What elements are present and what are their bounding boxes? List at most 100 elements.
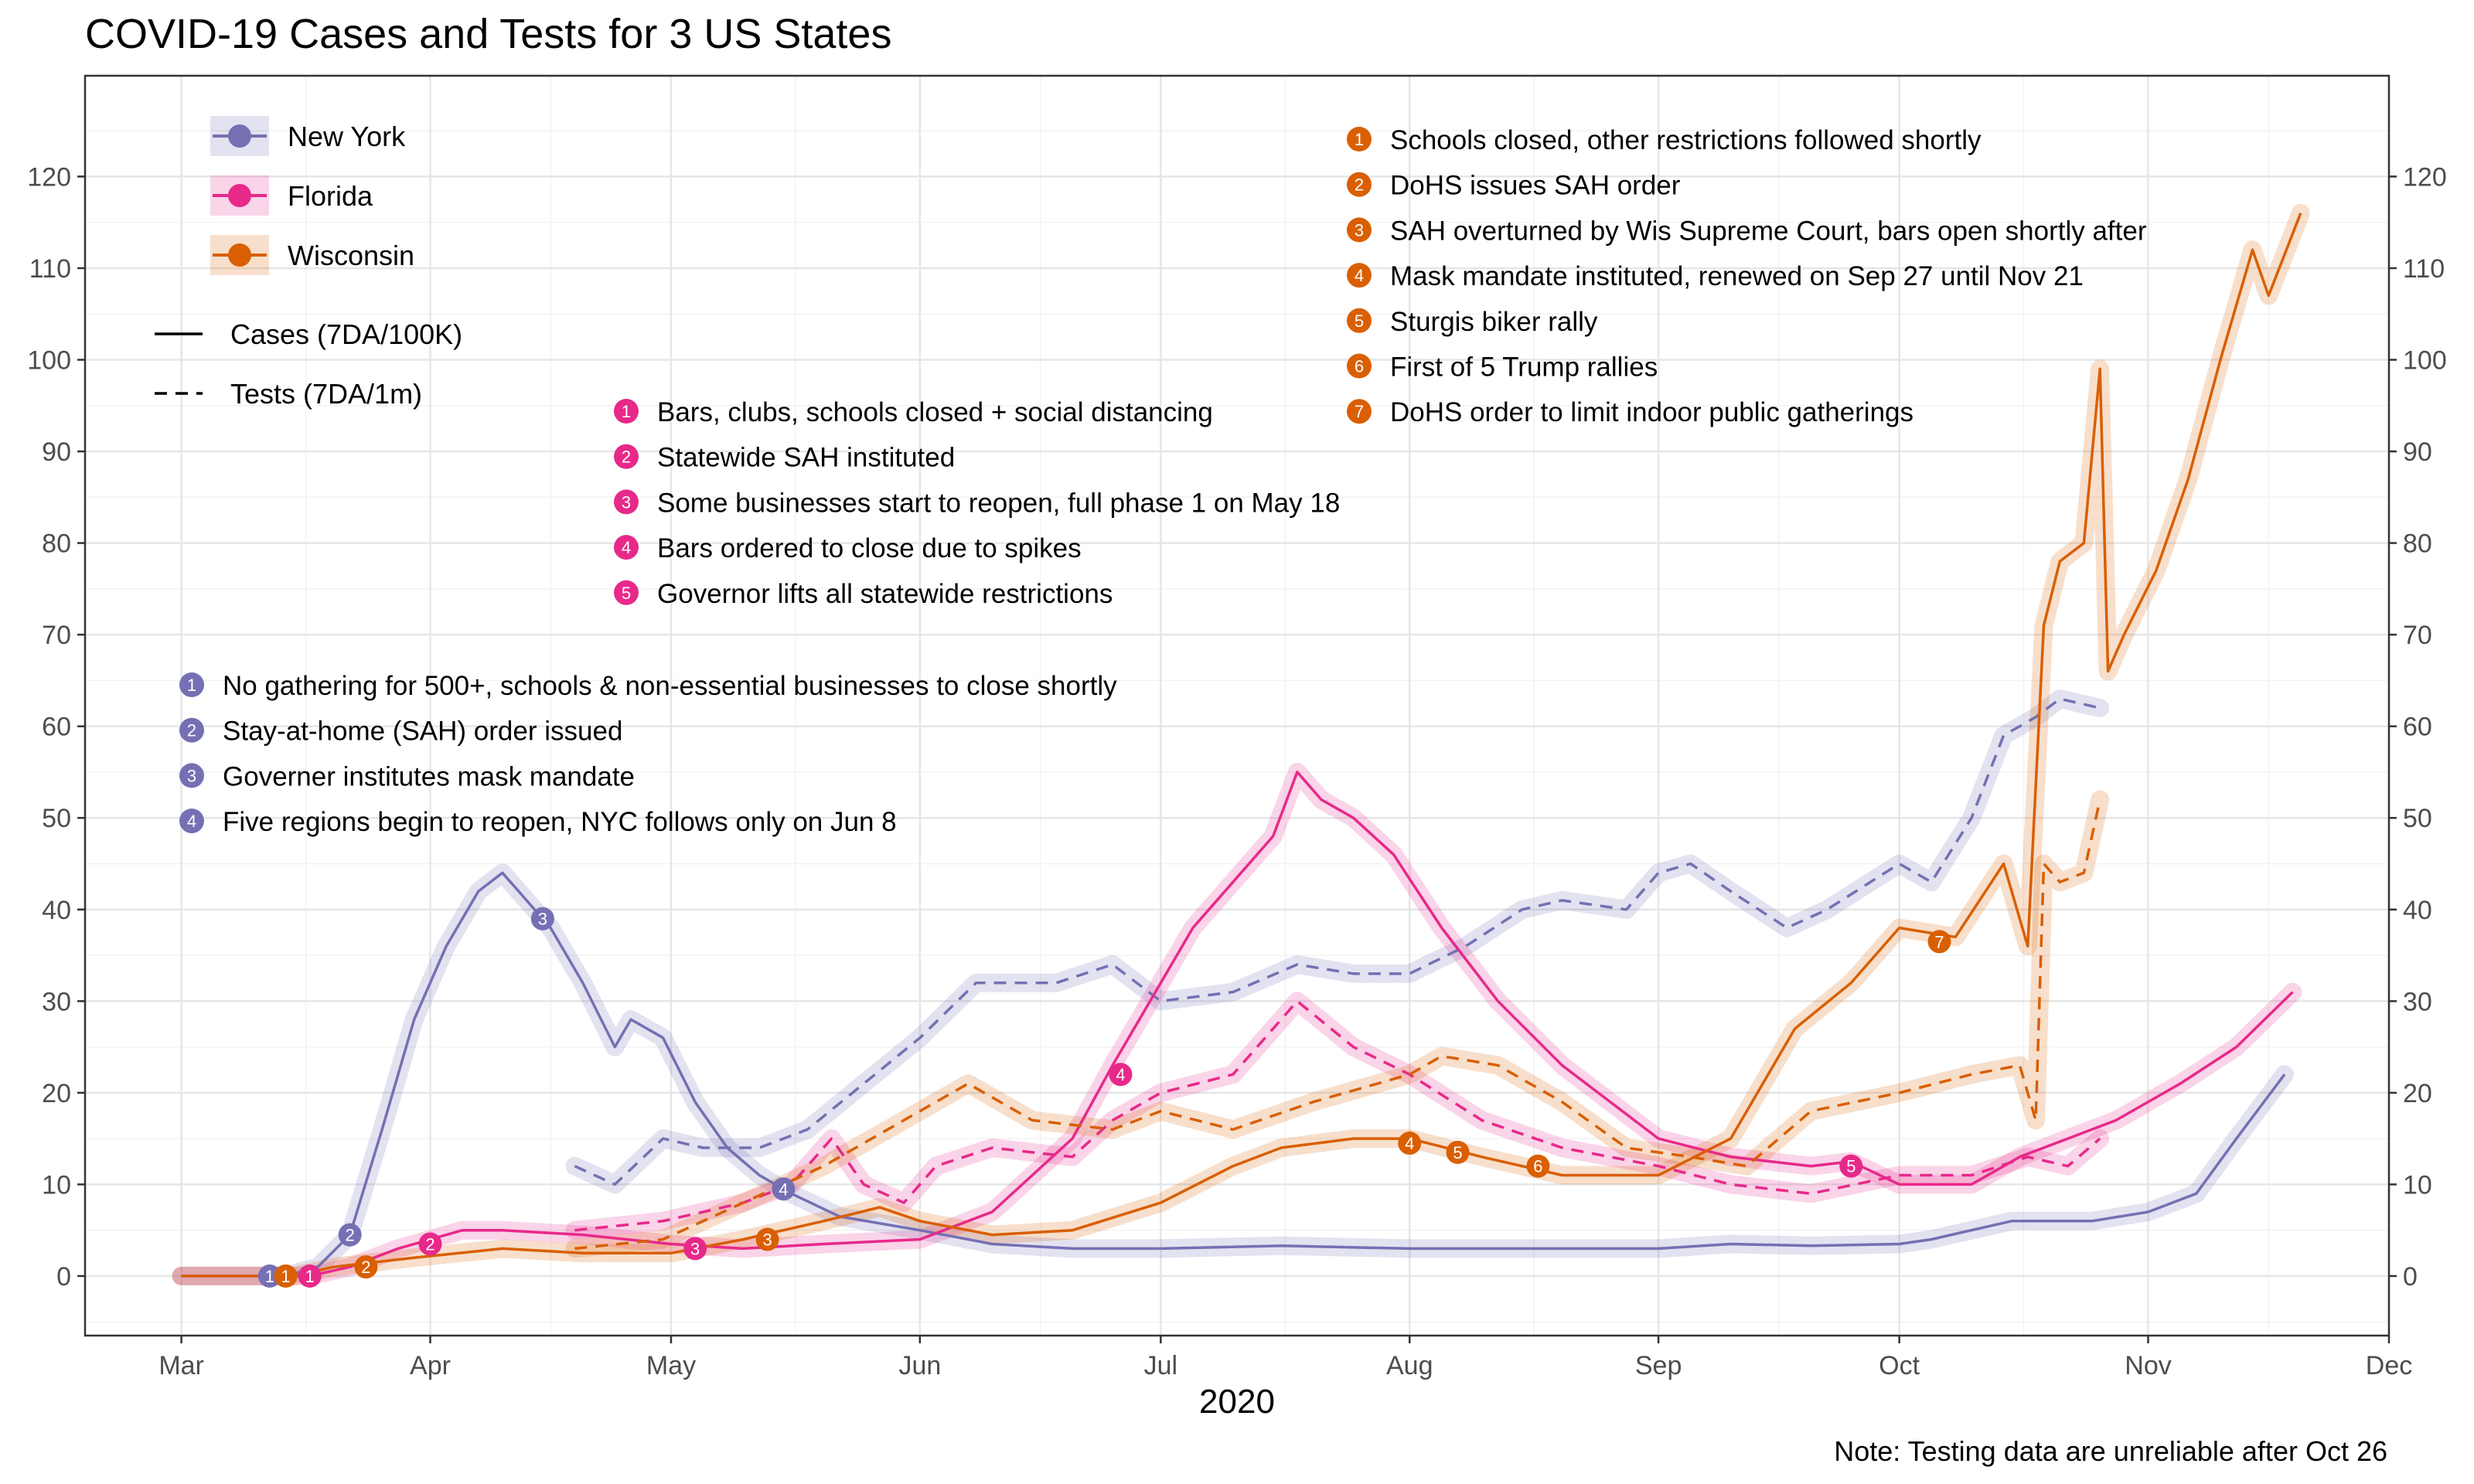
florida-event-marker-3: [683, 1237, 707, 1261]
y-tick-label-left: 50: [42, 804, 71, 833]
wisconsin-event-marker-number-7: 7: [1934, 932, 1944, 951]
florida-event-legend-dot-5: [614, 580, 639, 605]
wisconsin-event-legend-text-7: DoHS order to limit indoor public gather…: [1390, 397, 1913, 427]
y-tick-label-right: 10: [2403, 1170, 2432, 1200]
legend-dot-wisconsin: [228, 243, 251, 267]
florida-event-legend-dot-4: [614, 535, 639, 560]
chart-title: COVID-19 Cases and Tests for 3 US States: [85, 11, 891, 57]
y-tick-label-right: 110: [2403, 254, 2445, 284]
event-markers: 1 2 3 4 1 2 3 4 5 1 2 3 4 5 6 7: [257, 907, 1951, 1288]
florida-event-legend-number-4: 4: [622, 538, 631, 557]
wisconsin-event-legend-number-3: 3: [1355, 220, 1364, 240]
florida-cases-line: [181, 771, 2294, 1278]
wisconsin-event-marker-number-2: 2: [361, 1258, 370, 1277]
florida-event-legend-number-5: 5: [622, 584, 631, 603]
new-york-event-legend-dot-2: [179, 717, 204, 743]
florida-event-legend-dot-2: [614, 444, 639, 469]
florida-event-legend-dot-3: [614, 489, 639, 515]
y-tick-label-right: 60: [2403, 713, 2432, 742]
new-york-event-legend-text-1: No gathering for 500+, schools & non-ess…: [223, 671, 1117, 701]
wisconsin-event-legend-text-5: Sturgis biker rally: [1390, 307, 1598, 337]
x-tick-label: Apr: [410, 1351, 451, 1380]
new-york-event-legend-text-2: Stay-at-home (SAH) order issued: [223, 716, 622, 747]
florida-event-marker-number-5: 5: [1846, 1157, 1855, 1176]
new-york-event-legend-number-3: 3: [187, 766, 196, 785]
new-york-event-legend-number-4: 4: [187, 812, 196, 831]
wisconsin-event-legend-dot-7: [1347, 399, 1372, 424]
new-york-event-marker-number-1: 1: [265, 1267, 274, 1286]
y-tick-label-right: 40: [2403, 896, 2432, 925]
legend-dot-new-york: [228, 124, 251, 148]
new-york-event-marker-number-4: 4: [779, 1179, 788, 1199]
plot-panel-border: [83, 74, 2391, 1337]
wisconsin-event-legend-number-6: 6: [1355, 357, 1364, 376]
wisconsin-tests-line: [574, 799, 2101, 1251]
wisconsin-event-marker-6: [1526, 1154, 1550, 1178]
y-tick-label-right: 0: [2403, 1262, 2418, 1292]
wisconsin-event-legend-text-1: Schools closed, other restrictions follo…: [1390, 125, 1982, 155]
new-york-event-legend-text-4: Five regions begin to reopen, NYC follow…: [223, 807, 897, 837]
y-tick-label-left: 100: [27, 345, 71, 375]
y-tick-label-left: 120: [27, 162, 71, 192]
wisconsin-event-marker-number-4: 4: [1405, 1134, 1414, 1153]
new-york-event-legend-number-1: 1: [187, 676, 196, 695]
y-tick-label-left: 40: [42, 896, 71, 925]
wisconsin-event-legend-number-4: 4: [1355, 266, 1364, 285]
grid: [85, 76, 2391, 1336]
y-tick-label-right: 90: [2403, 437, 2432, 467]
florida-event-legend-text-4: Bars ordered to close due to spikes: [657, 533, 1082, 563]
wisconsin-event-legend-dot-2: [1347, 172, 1372, 197]
x-axis-label: 2020: [1199, 1383, 1275, 1421]
florida-event-legend-number-1: 1: [622, 402, 631, 421]
y-tick-label-left: 20: [42, 1079, 71, 1108]
new-york-event-legend-dot-3: [179, 763, 204, 788]
y-tick-label-left: 0: [56, 1262, 71, 1292]
legend-states: New York Florida Wisconsin: [210, 116, 414, 275]
florida-event-legend-text-1: Bars, clubs, schools closed + social dis…: [657, 397, 1213, 427]
new-york-event-marker-number-3: 3: [538, 910, 547, 929]
wisconsin-event-legend-text-3: SAH overturned by Wis Supreme Court, bar…: [1390, 216, 2147, 246]
florida-event-marker-number-3: 3: [690, 1239, 700, 1258]
wisconsin-event-legend-number-5: 5: [1355, 311, 1364, 331]
wisconsin-event-marker-2: [354, 1255, 378, 1279]
y-tick-label-right: 120: [2403, 162, 2447, 192]
x-tick-label: Mar: [158, 1351, 204, 1380]
new-york-event-legend-dot-1: [179, 672, 204, 697]
plot-panel: [85, 76, 2389, 1336]
new-york-event-legend-text-3: Governer institutes mask mandate: [223, 761, 635, 791]
wisconsin-event-legend-dot-6: [1347, 353, 1372, 379]
wisconsin-event-marker-4: [1398, 1132, 1422, 1156]
wisconsin-event-marker-number-6: 6: [1533, 1157, 1542, 1176]
legend-dot-florida: [228, 184, 251, 207]
y-tick-label-right: 70: [2403, 621, 2432, 650]
wisconsin-event-legend-dot-3: [1347, 217, 1372, 243]
wisconsin-event-legend-dot-5: [1347, 308, 1372, 333]
new-york-event-legend-number-2: 2: [187, 721, 196, 740]
y-tick-label-right: 100: [2403, 345, 2447, 375]
florida-event-marker-number-2: 2: [425, 1234, 434, 1254]
florida-event-marker-4: [1109, 1063, 1133, 1087]
x-tick-label: Oct: [1879, 1351, 1920, 1380]
florida-event-marker-5: [1839, 1154, 1863, 1178]
axes: 0 0 10 10 20 20 30 30 40 40 50 50 60 60 70 70 80 80 90 90 10…: [27, 162, 2446, 1380]
y-tick-label-left: 10: [42, 1170, 71, 1200]
y-tick-label-right: 20: [2403, 1079, 2432, 1108]
x-tick-label: Sep: [1635, 1351, 1682, 1380]
wisconsin-event-marker-5: [1446, 1140, 1470, 1164]
x-tick-label: Dec: [2366, 1351, 2412, 1380]
wisconsin-event-marker-1: [274, 1264, 298, 1288]
legend-label-florida: Florida: [288, 180, 373, 212]
florida-event-legend-text-5: Governor lifts all statewide restriction…: [657, 579, 1113, 609]
wisconsin-event-legend-number-2: 2: [1355, 175, 1364, 195]
florida-event-legend-text-2: Statewide SAH instituted: [657, 443, 955, 473]
florida-event-legend-dot-1: [614, 399, 639, 424]
florida-event-legend-number-2: 2: [622, 448, 631, 467]
y-tick-label-left: 70: [42, 621, 71, 650]
new-york-event-marker-3: [530, 907, 554, 931]
wisconsin-event-legend-text-6: First of 5 Trump rallies: [1390, 352, 1658, 383]
footnote: Note: Testing data are unreliable after …: [1834, 1435, 2387, 1467]
series-lines: [172, 203, 2310, 1285]
florida-event-legend-number-3: 3: [622, 492, 631, 512]
new-york-event-legend-dot-4: [179, 808, 204, 834]
